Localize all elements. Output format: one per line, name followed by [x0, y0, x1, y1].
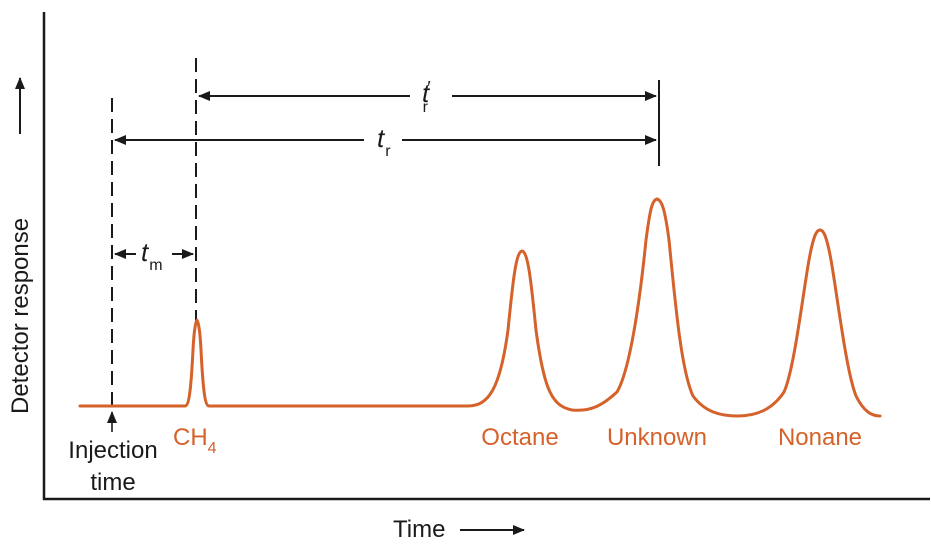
y-axis-title: Detector response	[7, 218, 34, 414]
chromatogram-trace	[78, 197, 882, 418]
injection-label-line1: Injection	[68, 437, 157, 464]
y-axis-label: Detector response	[7, 218, 34, 414]
tr-label: tr	[377, 123, 391, 160]
peak-label-nonane: Nonane	[778, 424, 862, 451]
tm-label: tm	[141, 237, 163, 274]
tr-prime-label: t′ r	[422, 78, 431, 116]
injection-label-line2: time	[90, 469, 135, 496]
peak-label-unknown: Unknown	[607, 424, 707, 451]
x-axis-label: Time	[393, 516, 445, 543]
peak-label-octane: Octane	[481, 424, 558, 451]
peak-label-ch4: CH4	[173, 424, 217, 457]
